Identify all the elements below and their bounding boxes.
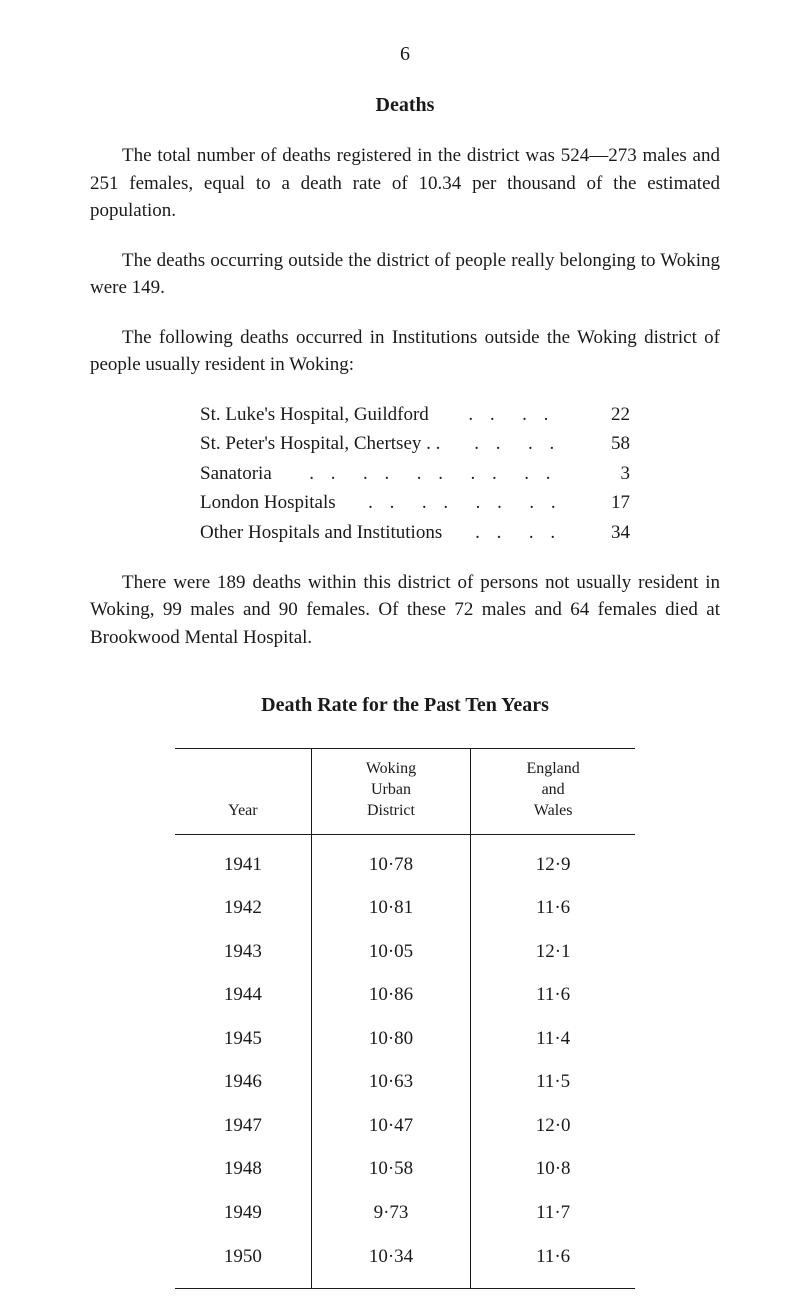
stat-dots: . . . . [440, 430, 594, 458]
stat-value: 34 [594, 519, 630, 547]
cell-woking: 10·80 [311, 1017, 471, 1061]
stat-label: Other Hospitals and Institutions [200, 519, 442, 547]
cell-england: 11·6 [471, 886, 635, 930]
cell-year: 1950 [175, 1235, 311, 1289]
paragraph-3: The following deaths occurred in Institu… [90, 324, 720, 379]
stat-dots: . . . . [429, 401, 594, 429]
stat-label: St. Peter's Hospital, Chertsey . . [200, 430, 440, 458]
cell-year: 1943 [175, 930, 311, 974]
stat-dots: . . . . [442, 519, 594, 547]
stat-dots: . . . . . . . . [336, 489, 594, 517]
stat-label: London Hospitals [200, 489, 336, 517]
cell-woking: 10·05 [311, 930, 471, 974]
cell-england: 11·5 [471, 1060, 635, 1104]
paragraph-1: The total number of deaths registered in… [90, 142, 720, 225]
table-title: Death Rate for the Past Ten Years [90, 691, 720, 720]
col-header-england: England and Wales [471, 749, 635, 834]
col-header-woking: Woking Urban District [311, 749, 471, 834]
table-row: 1949 9·73 11·7 [175, 1191, 635, 1235]
cell-england: 12·0 [471, 1104, 635, 1148]
cell-year: 1942 [175, 886, 311, 930]
cell-year: 1947 [175, 1104, 311, 1148]
stat-value: 58 [594, 430, 630, 458]
cell-year: 1941 [175, 834, 311, 886]
stat-row: St. Peter's Hospital, Chertsey . . . . .… [200, 430, 630, 458]
cell-england: 12·9 [471, 834, 635, 886]
death-rate-table: Year Woking Urban District England and W… [175, 748, 635, 1289]
table-row: 1950 10·34 11·6 [175, 1235, 635, 1289]
cell-year: 1948 [175, 1147, 311, 1191]
cell-woking: 10·34 [311, 1235, 471, 1289]
stat-value: 17 [594, 489, 630, 517]
table-header-row: Year Woking Urban District England and W… [175, 749, 635, 834]
col-header-year: Year [175, 749, 311, 834]
stat-label: Sanatoria [200, 460, 272, 488]
table-row: 1943 10·05 12·1 [175, 930, 635, 974]
cell-woking: 10·47 [311, 1104, 471, 1148]
cell-england: 11·4 [471, 1017, 635, 1061]
page-number: 6 [90, 40, 720, 69]
stat-value: 22 [594, 401, 630, 429]
stat-row: St. Luke's Hospital, Guildford . . . . 2… [200, 401, 630, 429]
cell-year: 1946 [175, 1060, 311, 1104]
cell-year: 1944 [175, 973, 311, 1017]
cell-england: 12·1 [471, 930, 635, 974]
paragraph-2: The deaths occurring outside the distric… [90, 247, 720, 302]
cell-england: 10·8 [471, 1147, 635, 1191]
cell-woking: 10·78 [311, 834, 471, 886]
cell-england: 11·7 [471, 1191, 635, 1235]
cell-woking: 10·81 [311, 886, 471, 930]
stat-label: St. Luke's Hospital, Guildford [200, 401, 429, 429]
table-row: 1944 10·86 11·6 [175, 973, 635, 1017]
table-row: 1948 10·58 10·8 [175, 1147, 635, 1191]
cell-england: 11·6 [471, 1235, 635, 1289]
cell-woking: 10·86 [311, 973, 471, 1017]
table-row: 1947 10·47 12·0 [175, 1104, 635, 1148]
section-title: Deaths [90, 91, 720, 120]
cell-woking: 9·73 [311, 1191, 471, 1235]
cell-year: 1949 [175, 1191, 311, 1235]
institution-stats-list: St. Luke's Hospital, Guildford . . . . 2… [200, 401, 630, 547]
stat-value: 3 [594, 460, 630, 488]
stat-row: Sanatoria . . . . . . . . . . 3 [200, 460, 630, 488]
stat-row: Other Hospitals and Institutions . . . .… [200, 519, 630, 547]
table-row: 1945 10·80 11·4 [175, 1017, 635, 1061]
table-row: 1941 10·78 12·9 [175, 834, 635, 886]
stat-dots: . . . . . . . . . . [272, 460, 594, 488]
stat-row: London Hospitals . . . . . . . . 17 [200, 489, 630, 517]
paragraph-4: There were 189 deaths within this distri… [90, 569, 720, 652]
cell-year: 1945 [175, 1017, 311, 1061]
cell-woking: 10·63 [311, 1060, 471, 1104]
cell-woking: 10·58 [311, 1147, 471, 1191]
table-row: 1946 10·63 11·5 [175, 1060, 635, 1104]
table-row: 1942 10·81 11·6 [175, 886, 635, 930]
cell-england: 11·6 [471, 973, 635, 1017]
table-body: 1941 10·78 12·9 1942 10·81 11·6 1943 10·… [175, 834, 635, 1288]
